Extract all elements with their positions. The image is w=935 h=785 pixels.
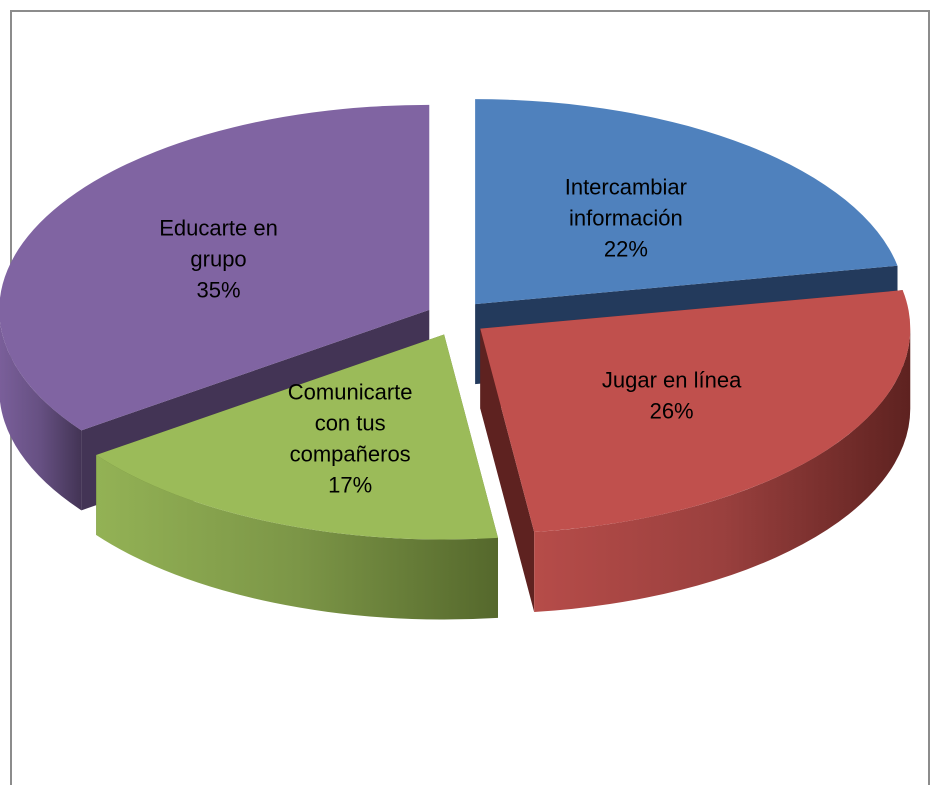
slice-top-intercambiar-informaci-n <box>475 99 898 305</box>
slice-label-line-educarte-en-grupo-0: Educarte en <box>159 216 278 241</box>
slice-value-educarte-en-grupo: 35% <box>197 278 241 303</box>
slice-side-educarte-en-grupo-0 <box>0 321 82 511</box>
slice-label-jugar-en-l-nea: Jugar en línea 26% <box>602 367 742 423</box>
slice-top-jugar-en-l-nea <box>480 290 911 532</box>
slice-label-line-comunicarte-con-tus-compa-eros-2: compañeros <box>290 441 411 466</box>
slice-side-comunicarte-con-tus-compa-eros-0 <box>96 455 498 620</box>
slice-value-intercambiar-informaci-n: 22% <box>604 236 648 261</box>
slice-top-comunicarte-con-tus-compa-eros <box>96 334 498 540</box>
slice-value-jugar-en-l-nea: 26% <box>650 398 694 423</box>
slice-label-line-jugar-en-l-nea-0: Jugar en línea <box>602 367 742 392</box>
slice-side-jugar-en-l-nea-0 <box>534 328 911 612</box>
slice-label-line-comunicarte-con-tus-compa-eros-1: con tus <box>315 410 386 435</box>
slice-label-line-intercambiar-informaci-n-1: información <box>569 205 683 230</box>
slice-wall-jugar-en-l-nea-1 <box>480 328 535 612</box>
slice-label-line-educarte-en-grupo-1: grupo <box>190 247 246 272</box>
slice-label-educarte-en-grupo: Educarte en grupo 35% <box>159 216 278 303</box>
slice-value-comunicarte-con-tus-compa-eros: 17% <box>328 472 372 497</box>
slice-label-line-comunicarte-con-tus-compa-eros-0: Comunicarte <box>288 379 413 404</box>
slice-label-intercambiar-informaci-n: Intercambiar información 22% <box>565 174 687 261</box>
slice-label-comunicarte-con-tus-compa-eros: Comunicarte con tus compañeros 17% <box>288 379 413 497</box>
slice-label-line-intercambiar-informaci-n-0: Intercambiar <box>565 174 687 199</box>
slice-top-educarte-en-grupo <box>0 104 430 431</box>
